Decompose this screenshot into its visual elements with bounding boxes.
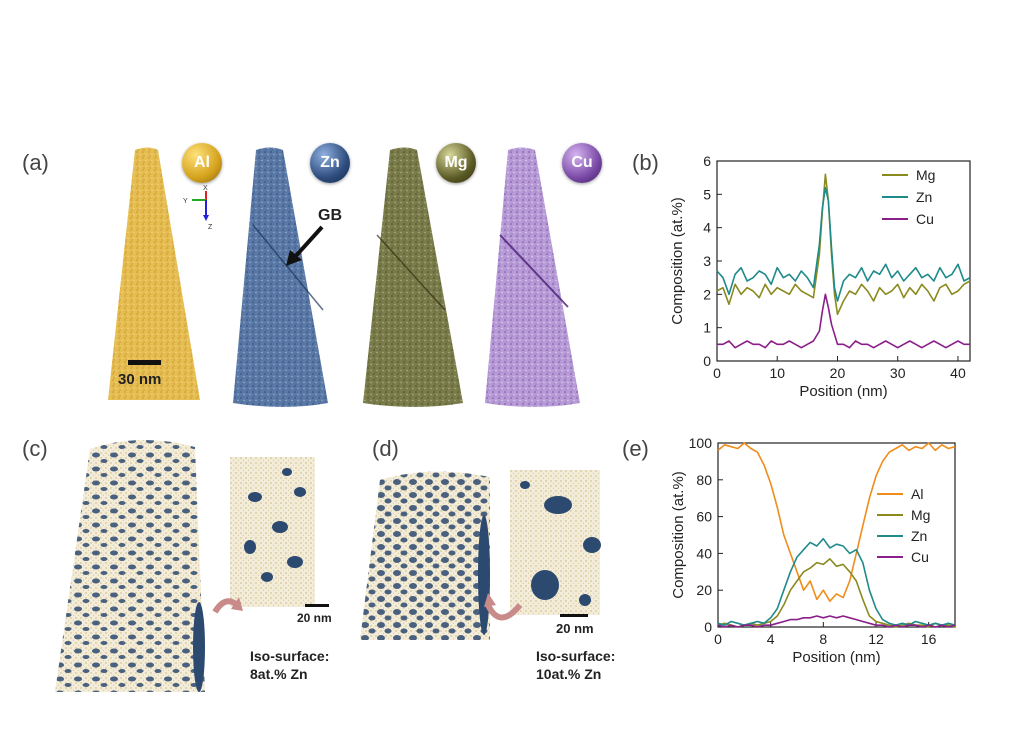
- x-axis-label-e: Position (nm): [792, 649, 880, 666]
- y-tick-label-b-4: 4: [703, 220, 711, 236]
- element-badge-al: Al: [182, 143, 222, 183]
- y-axis-label-e: Composition (at.%): [670, 471, 687, 599]
- panel-label-b: (b): [632, 150, 659, 175]
- series-line-e-mg: [717, 558, 956, 628]
- x-axis-label-b: Position (nm): [799, 383, 887, 400]
- legend-label-b-zn: Zn: [916, 189, 932, 205]
- series-line-b-mg: [716, 173, 971, 316]
- axis-x-label: X: [203, 185, 208, 192]
- panel-label-c: (c): [22, 436, 48, 461]
- apt-reconstruction-mg: [363, 147, 463, 407]
- y-tick-label-e-1: 20: [696, 582, 712, 598]
- axis-y-label: Y: [183, 198, 188, 205]
- x-tick-label-e-1: 4: [767, 631, 775, 647]
- series-line-e-al: [717, 442, 956, 602]
- panel-label-d: (d): [372, 436, 399, 461]
- y-tick-label-e-2: 40: [696, 545, 712, 561]
- y-tick-label-e-4: 80: [696, 472, 712, 488]
- scale-bar-c: [305, 604, 329, 607]
- y-tick-label-b-3: 3: [703, 253, 711, 269]
- x-tick-label-b-1: 10: [769, 365, 785, 381]
- scale-bar-a: [128, 360, 161, 365]
- axes-triad: X Y Z: [183, 185, 213, 231]
- scale-bar-d: [560, 614, 588, 617]
- y-tick-label-e-5: 100: [689, 435, 713, 451]
- legend-label-e-zn: Zn: [911, 528, 927, 544]
- apt-reconstruction-cu: [485, 147, 580, 407]
- y-tick-label-e-0: 0: [704, 619, 712, 635]
- iso-surface-reconstruction-c: [55, 439, 315, 692]
- y-tick-label-b-2: 2: [703, 286, 711, 302]
- element-badge-mg: Mg: [436, 143, 476, 183]
- iso-surface-label-c-line2: 8at.% Zn: [250, 666, 308, 682]
- y-tick-label-b-1: 1: [703, 320, 711, 336]
- y-axis-label-b: Composition (at.%): [669, 197, 686, 325]
- plot-frame-e: [717, 442, 956, 628]
- series-line-b-cu: [717, 293, 970, 349]
- legend-label-e-cu: Cu: [911, 549, 929, 565]
- y-tick-label-b-0: 0: [703, 353, 711, 369]
- grain-boundary-label: GB: [318, 207, 342, 224]
- x-tick-label-e-0: 0: [714, 631, 722, 647]
- element-badge-zn: Zn: [310, 143, 350, 183]
- y-tick-label-b-5: 5: [703, 186, 711, 202]
- series-line-e-zn: [717, 537, 956, 626]
- iso-surface-label-c-line1: Iso-surface:: [250, 648, 330, 664]
- panel-label-e: (e): [622, 436, 649, 461]
- x-tick-label-b-2: 20: [830, 365, 846, 381]
- composition-chart-b: 0 10 20 30 40 0 1 2 3 4 5 6 Position (nm) Composition…: [669, 153, 971, 400]
- series-line-b-zn: [716, 186, 971, 302]
- apt-reconstruction-al: [108, 147, 200, 400]
- grain-boundary-arrow: [286, 225, 324, 266]
- composition-chart-e: 0 4 8 12 16 0 20 40 60 80 100 Position (nm) Composit…: [670, 435, 956, 666]
- x-tick-label-b-3: 30: [890, 365, 906, 381]
- scale-label-c: 20 nm: [297, 611, 332, 625]
- scale-label-d: 20 nm: [556, 621, 594, 636]
- y-tick-label-b-6: 6: [703, 153, 711, 169]
- x-tick-label-e-3: 12: [868, 631, 884, 647]
- scale-label-a: 30 nm: [118, 371, 162, 388]
- legend-label-e-al: Al: [911, 486, 923, 502]
- y-tick-label-e-3: 60: [696, 509, 712, 525]
- axis-z-label: Z: [208, 224, 213, 231]
- iso-surface-reconstruction-d: [360, 470, 601, 640]
- x-tick-label-b-0: 0: [713, 365, 721, 381]
- iso-surface-label-d-line1: Iso-surface:: [536, 648, 616, 664]
- legend-label-b-mg: Mg: [916, 167, 935, 183]
- legend-label-b-cu: Cu: [916, 211, 934, 227]
- x-tick-label-e-4: 16: [921, 631, 937, 647]
- panel-label-a: (a): [22, 150, 49, 175]
- x-tick-label-e-2: 8: [819, 631, 827, 647]
- element-badge-cu: Cu: [562, 143, 602, 183]
- series-line-e-cu: [717, 615, 956, 628]
- apt-reconstruction-zn: [233, 147, 328, 407]
- iso-surface-label-d-line2: 10at.% Zn: [536, 666, 602, 682]
- legend-label-e-mg: Mg: [911, 507, 930, 523]
- x-tick-label-b-4: 40: [950, 365, 966, 381]
